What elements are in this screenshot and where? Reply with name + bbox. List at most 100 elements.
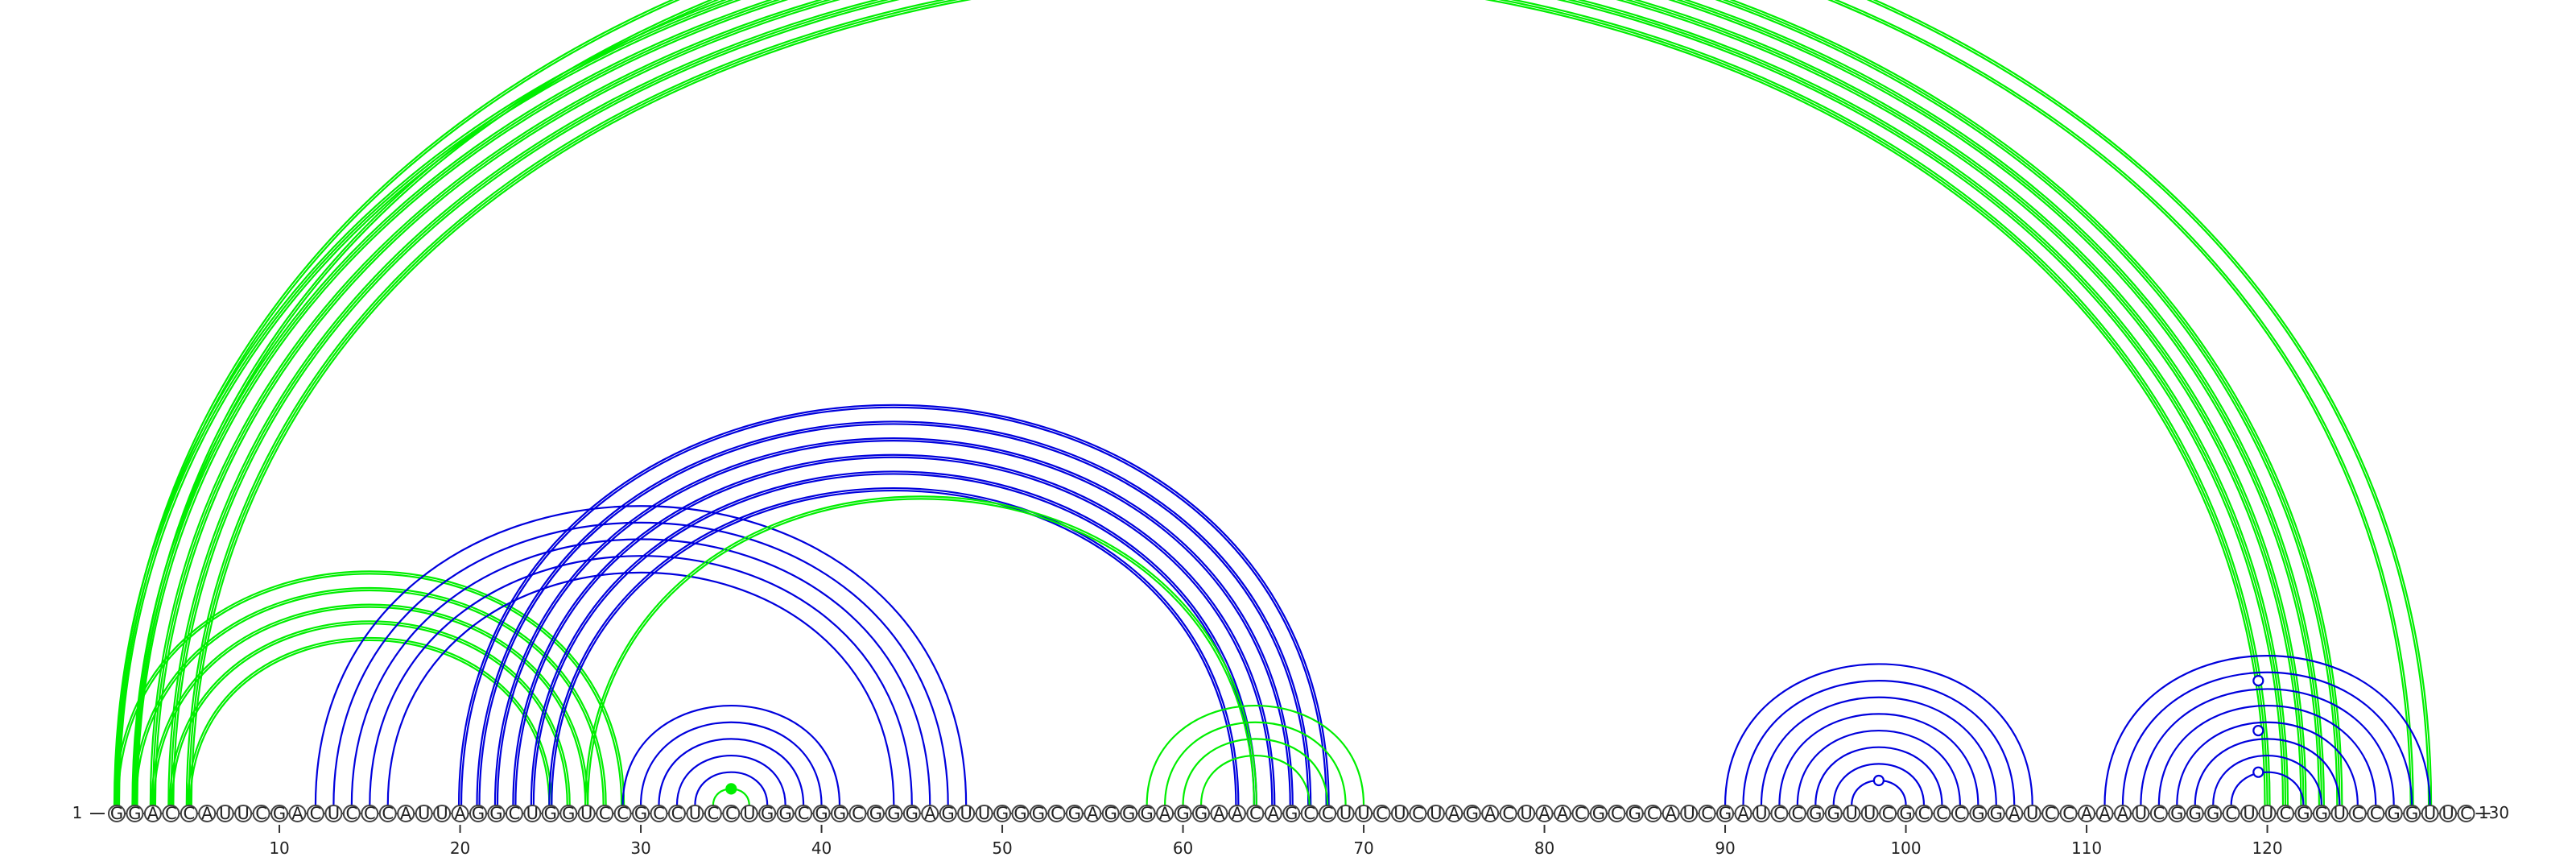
nucleotide-letter: G: [1971, 804, 1984, 823]
nucleotide-45: G: [902, 804, 921, 823]
nucleotide-17: A: [397, 804, 415, 823]
nucleotide-letter: C: [1611, 804, 1623, 823]
nucleotide-36: U: [740, 804, 758, 823]
arc-32-38: [675, 754, 786, 806]
nucleotide-letter: A: [1213, 804, 1225, 823]
nucleotide-circle: [1933, 805, 1951, 822]
nucleotide-circle: [1770, 805, 1789, 822]
nucleotide-letter: U: [2334, 804, 2346, 823]
nucleotide-circle: [795, 805, 813, 822]
nucleotide-64: C: [1246, 804, 1265, 823]
arc-line: [551, 489, 1237, 806]
nucleotide-circle: [1951, 805, 1969, 822]
nucleotide-circle: [1409, 805, 1427, 822]
nucleotide-62: A: [1210, 804, 1228, 823]
arc-22-66: [493, 437, 1294, 806]
arc-marker-5: [2252, 724, 2264, 737]
arc-15-45: [369, 555, 913, 806]
nucleotide-117: G: [2204, 804, 2223, 823]
nucleotide-circle: [2384, 805, 2403, 822]
arc-line: [172, 0, 2285, 806]
nucleotide-letter: G: [1990, 804, 2003, 823]
nucleotide-circle: [198, 805, 217, 822]
nucleotide-52: G: [1029, 804, 1047, 823]
nucleotide-circle: [1373, 805, 1391, 822]
nucleotide-69: U: [1336, 804, 1355, 823]
nucleotide-letter: A: [2081, 804, 2093, 823]
nucleotide-letter: A: [400, 804, 412, 823]
arc-line: [187, 636, 553, 806]
nucleotide-circle: [216, 805, 234, 822]
nucleotide-51: G: [1011, 804, 1030, 823]
arc-line: [1760, 696, 1997, 806]
nucleotide-circle: [902, 805, 921, 822]
nucleotide-circle: [1264, 805, 1282, 822]
arc-line: [386, 571, 895, 806]
arc-line: [114, 570, 625, 806]
arc-line: [478, 423, 1310, 806]
nucleotide-letter: C: [1773, 804, 1785, 823]
nucleotide-circle: [1228, 805, 1246, 822]
nucleotide-letter: A: [1448, 804, 1460, 823]
nucleotide-letter: C: [165, 804, 177, 823]
nucleotide-98: U: [1860, 804, 1879, 823]
nucleotide-circle: [487, 805, 506, 822]
nucleotide-circle: [2330, 805, 2349, 822]
tick-label: 70: [1353, 838, 1373, 857]
nucleotide-circle: [415, 805, 433, 822]
nucleotide-letter: U: [1393, 804, 1406, 823]
nucleotide-letter: A: [1268, 804, 1280, 823]
nucleotide-letter: A: [291, 804, 303, 823]
nucleotide-74: U: [1426, 804, 1445, 823]
nucleotide-letter: G: [472, 804, 485, 823]
arc-line: [587, 498, 1255, 806]
nucleotide-letter: G: [887, 804, 900, 823]
nucleotide-circle: [613, 805, 632, 822]
arc-21-67: [476, 420, 1312, 806]
arc-92-105: [1760, 696, 1997, 806]
nucleotide-126: C: [2367, 804, 2385, 823]
arc-line: [658, 738, 805, 806]
nucleotide-circle: [1246, 805, 1265, 822]
nucleotide-8: U: [234, 804, 253, 823]
nucleotide-circle: [812, 805, 831, 822]
nucleotide-85: G: [1625, 804, 1644, 823]
arc-line: [332, 521, 949, 806]
tick-label: 90: [1715, 838, 1735, 857]
nucleotide-circle: [1843, 805, 1861, 822]
arc-3-122: [149, 0, 2307, 806]
nucleotide-letter: G: [1592, 804, 1605, 823]
nucleotide-letter: C: [346, 804, 358, 823]
arc-line: [530, 470, 1257, 806]
nucleotide-letter: U: [960, 804, 972, 823]
nucleotide-circle: [776, 805, 795, 822]
tick-20: 20: [450, 825, 470, 857]
nucleotide-circle: [2023, 805, 2041, 822]
nucleotide-circle: [559, 805, 578, 822]
nucleotide-letter: C: [798, 804, 810, 823]
nucleotide-letter: U: [526, 804, 539, 823]
nucleotide-circle: [866, 805, 885, 822]
nucleotide-63: A: [1228, 804, 1246, 823]
nucleotide-114: C: [2149, 804, 2168, 823]
arc-line: [170, 0, 2287, 806]
nucleotide-circle: [632, 805, 650, 822]
nucleotide-letter: C: [1303, 804, 1315, 823]
arc-5-25: [187, 636, 553, 806]
nucleotide-circle: [1517, 805, 1536, 822]
nucleotide-circle: [1860, 805, 1879, 822]
tick-40: 40: [811, 825, 832, 857]
arc-93-104: [1778, 713, 1979, 806]
arc-line: [153, 606, 587, 806]
nucleotide-circle: [1644, 805, 1662, 822]
nucleotide-letter: A: [2008, 804, 2021, 823]
nucleotide-120: U: [2258, 804, 2277, 823]
arc-line: [114, 0, 2433, 806]
nucleotide-14: C: [342, 804, 361, 823]
nucleotide-letter: C: [1412, 804, 1424, 823]
nucleotide-31: C: [650, 804, 668, 823]
arc-90-107: [1724, 663, 2033, 806]
arc-line: [113, 0, 2343, 806]
nucleotide-circle: [143, 805, 162, 822]
